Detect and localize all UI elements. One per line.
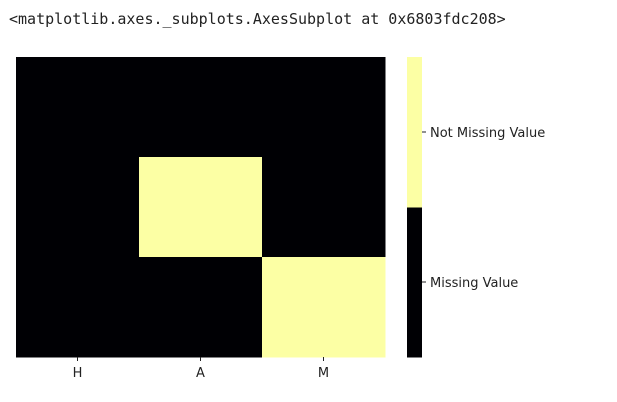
heatmap-cell-r0-c1 [139,57,263,158]
colorbar-tick-label: Missing Value [430,276,518,291]
x-tick-label: A [196,366,205,381]
heatmap-cell-r2-c2 [262,257,386,358]
colorbar-segment [407,57,422,208]
heatmap-cell-r1-c1 [139,157,263,258]
x-tick-label: H [73,366,83,381]
x-tick-label: M [318,366,329,381]
heatmap-cell-r0-c2 [262,57,386,158]
colorbar-segment [407,207,422,358]
heatmap-cell-r2-c0 [16,257,140,358]
heatmap-cells [16,57,386,358]
heatmap-cell-r1-c2 [262,157,386,258]
cell-output-text: <matplotlib.axes._subplots.AxesSubplot a… [9,10,506,28]
heatmap-cell-r2-c1 [139,257,263,358]
colorbar: Missing Value Not Missing Value [407,57,545,358]
heatmap-cell-r0-c0 [16,57,140,158]
heatmap-cell-r1-c0 [16,157,140,258]
colorbar-tick-label: Not Missing Value [430,126,545,141]
